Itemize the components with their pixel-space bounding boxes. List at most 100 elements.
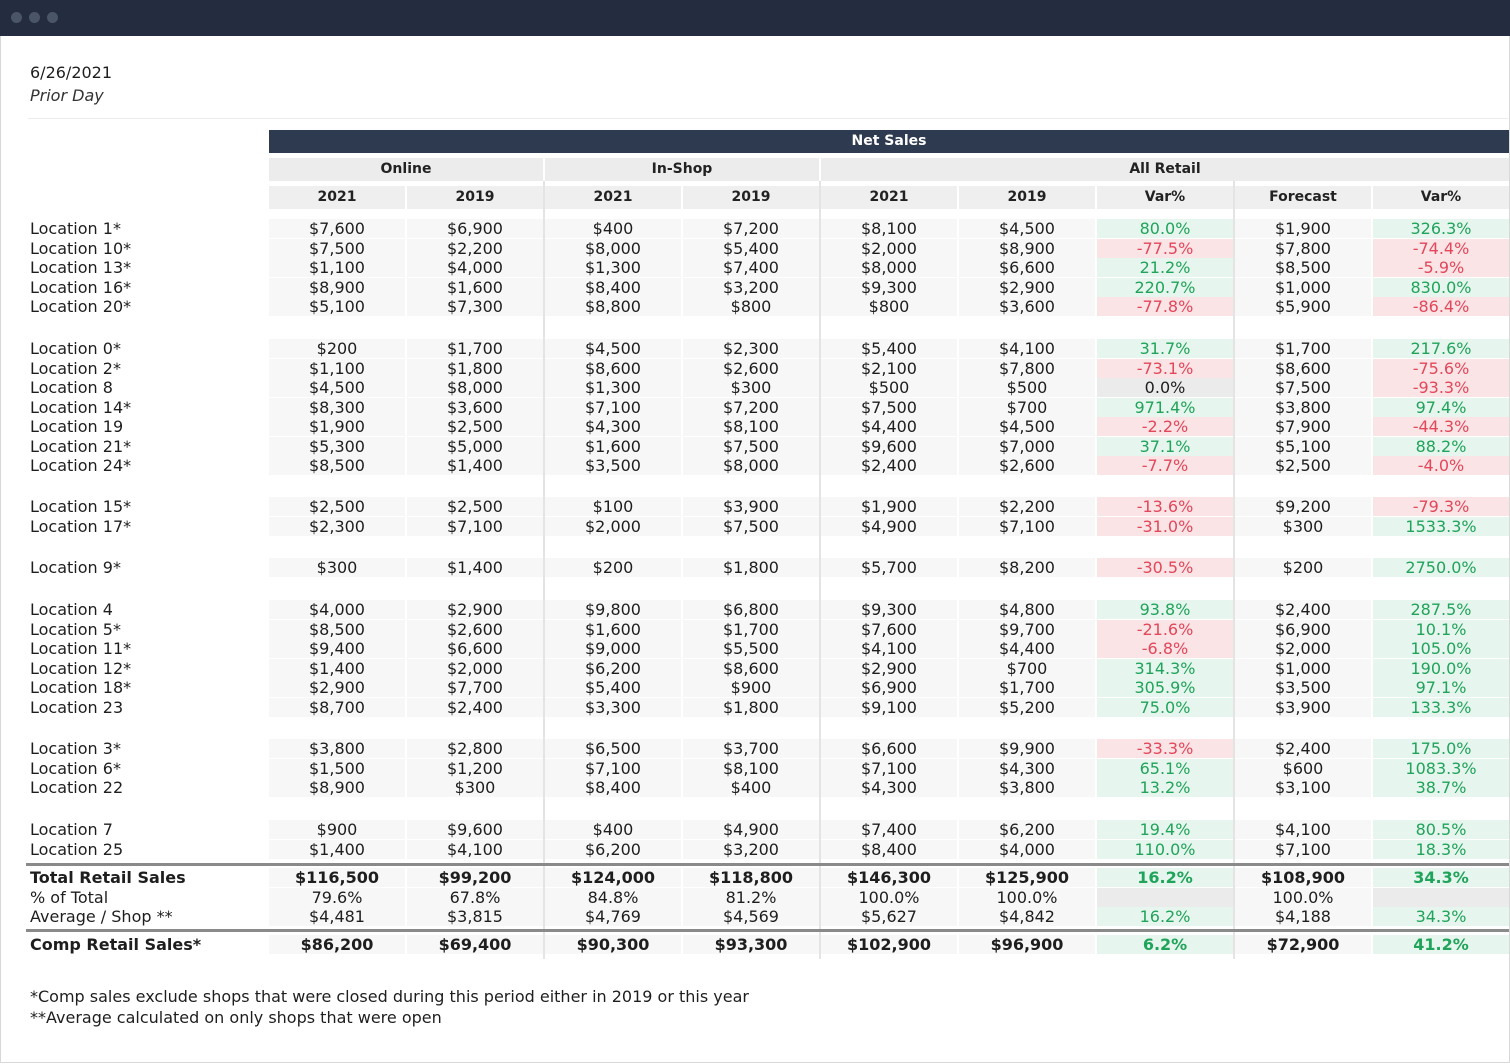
value-cell: $4,481 <box>269 907 405 926</box>
row-label: % of Total <box>30 887 109 907</box>
value-cell: $125,900 <box>959 868 1095 887</box>
value-cell: $1,800 <box>683 697 819 717</box>
value-cell: $8,900 <box>959 238 1095 258</box>
variance-cell: 34.3% <box>1373 868 1509 887</box>
value-cell: $200 <box>269 339 405 358</box>
value-cell: $2,400 <box>1235 600 1371 619</box>
value-cell: $99,200 <box>407 868 543 887</box>
row-label: Location 18* <box>30 678 132 697</box>
value-cell: $7,400 <box>683 258 819 277</box>
column-header: 2019 <box>683 186 819 209</box>
value-cell: $116,500 <box>269 868 405 887</box>
row-label: Location 9* <box>30 558 121 577</box>
variance-cell: 0.0% <box>1097 378 1233 397</box>
value-cell: $4,100 <box>407 839 543 859</box>
value-cell: $118,800 <box>683 868 819 887</box>
row-label: Location 13* <box>30 258 132 277</box>
table-row: Location 15* $2,500 $2,500 $100 $3,900 $1,900… <box>1 497 1509 516</box>
variance-cell: 190.0% <box>1373 658 1509 678</box>
value-cell: $1,800 <box>683 558 819 577</box>
value-cell: $4,188 <box>1235 907 1371 926</box>
value-cell: $8,400 <box>821 839 957 859</box>
value-cell: $8,900 <box>269 277 405 297</box>
value-cell: $1,000 <box>1235 658 1371 678</box>
value-cell: $300 <box>269 558 405 577</box>
value-cell: $8,200 <box>959 558 1095 577</box>
value-cell: $8,100 <box>683 758 819 778</box>
column-header: 2021 <box>821 186 957 209</box>
total-row: Total Retail Sales $116,500 $99,200 $124,00… <box>1 868 1509 887</box>
value-cell: $3,800 <box>269 739 405 758</box>
variance-cell: 1083.3% <box>1373 758 1509 778</box>
value-cell: $8,500 <box>1235 258 1371 277</box>
value-cell: $2,400 <box>821 456 957 475</box>
variance-cell: -44.3% <box>1373 417 1509 436</box>
value-cell: $4,300 <box>821 778 957 797</box>
value-cell: $72,900 <box>1235 935 1371 954</box>
value-cell: $5,100 <box>269 297 405 316</box>
value-cell: $7,300 <box>407 297 543 316</box>
value-cell: $2,300 <box>269 516 405 536</box>
row-label: Total Retail Sales <box>30 868 186 887</box>
value-cell: $6,500 <box>545 739 681 758</box>
variance-cell: 97.1% <box>1373 678 1509 697</box>
row-label: Comp Retail Sales* <box>30 935 202 954</box>
value-cell: $4,300 <box>959 758 1095 778</box>
variance-cell: 65.1% <box>1097 758 1233 778</box>
table-row: Location 12* $1,400 $2,000 $6,200 $8,600 $2,9… <box>1 658 1509 678</box>
value-cell: $5,100 <box>1235 436 1371 456</box>
value-cell: $700 <box>959 658 1095 678</box>
variance-cell: 16.2% <box>1097 868 1233 887</box>
variance-cell: 93.8% <box>1097 600 1233 619</box>
value-cell: $4,000 <box>959 839 1095 859</box>
comp-row: Comp Retail Sales* $86,200 $69,400 $90,300 $… <box>1 935 1509 954</box>
window-dot-icon[interactable] <box>29 12 40 23</box>
value-cell: $4,100 <box>821 639 957 658</box>
table-row: Location 7 $900 $9,600 $400 $4,900 $7,400 $6,2… <box>1 820 1509 839</box>
value-cell: $2,200 <box>407 238 543 258</box>
value-cell: $3,200 <box>683 839 819 859</box>
row-label: Location 12* <box>30 658 132 678</box>
row-label: Location 24* <box>30 456 132 475</box>
table-row: Location 13* $1,100 $4,000 $1,300 $7,400 $8,0… <box>1 258 1509 277</box>
value-cell: $3,900 <box>683 497 819 516</box>
value-cell: $93,300 <box>683 935 819 954</box>
variance-cell: 105.0% <box>1373 639 1509 658</box>
value-cell: $200 <box>1235 558 1371 577</box>
report-panel: 6/26/2021 Prior Day Net Sales Online In-… <box>0 36 1510 1063</box>
value-cell: $1,700 <box>1235 339 1371 358</box>
value-cell: $6,600 <box>959 258 1095 277</box>
column-header: 2021 <box>269 186 405 209</box>
value-cell: $86,200 <box>269 935 405 954</box>
value-cell: $1,700 <box>959 678 1095 697</box>
value-cell: $8,600 <box>1235 358 1371 378</box>
table-row: Location 11* $9,400 $6,600 $9,000 $5,500 $4,1… <box>1 639 1509 658</box>
table-row: Location 5* $8,500 $2,600 $1,600 $1,700 $7,60… <box>1 619 1509 639</box>
value-cell: $96,900 <box>959 935 1095 954</box>
value-cell: $400 <box>683 778 819 797</box>
value-cell: $7,200 <box>683 219 819 238</box>
variance-cell: -33.3% <box>1097 739 1233 758</box>
value-cell: $2,100 <box>821 358 957 378</box>
variance-cell: 19.4% <box>1097 820 1233 839</box>
value-cell: $3,700 <box>683 739 819 758</box>
value-cell: $7,100 <box>1235 839 1371 859</box>
variance-cell: -2.2% <box>1097 417 1233 436</box>
value-cell: $1,200 <box>407 758 543 778</box>
value-cell: $7,600 <box>821 619 957 639</box>
value-cell: $69,400 <box>407 935 543 954</box>
row-label: Location 4 <box>30 600 113 619</box>
value-cell: $200 <box>545 558 681 577</box>
window-dot-icon[interactable] <box>11 12 22 23</box>
value-cell: $4,500 <box>269 378 405 397</box>
row-label: Location 22 <box>30 778 124 797</box>
value-cell: $9,600 <box>407 820 543 839</box>
column-divider <box>819 181 821 959</box>
window-dot-icon[interactable] <box>47 12 58 23</box>
value-cell: $8,300 <box>269 397 405 417</box>
value-cell: $4,500 <box>545 339 681 358</box>
value-cell: $7,000 <box>959 436 1095 456</box>
value-cell: $6,200 <box>959 820 1095 839</box>
value-cell: $1,600 <box>545 619 681 639</box>
value-cell: $400 <box>545 219 681 238</box>
